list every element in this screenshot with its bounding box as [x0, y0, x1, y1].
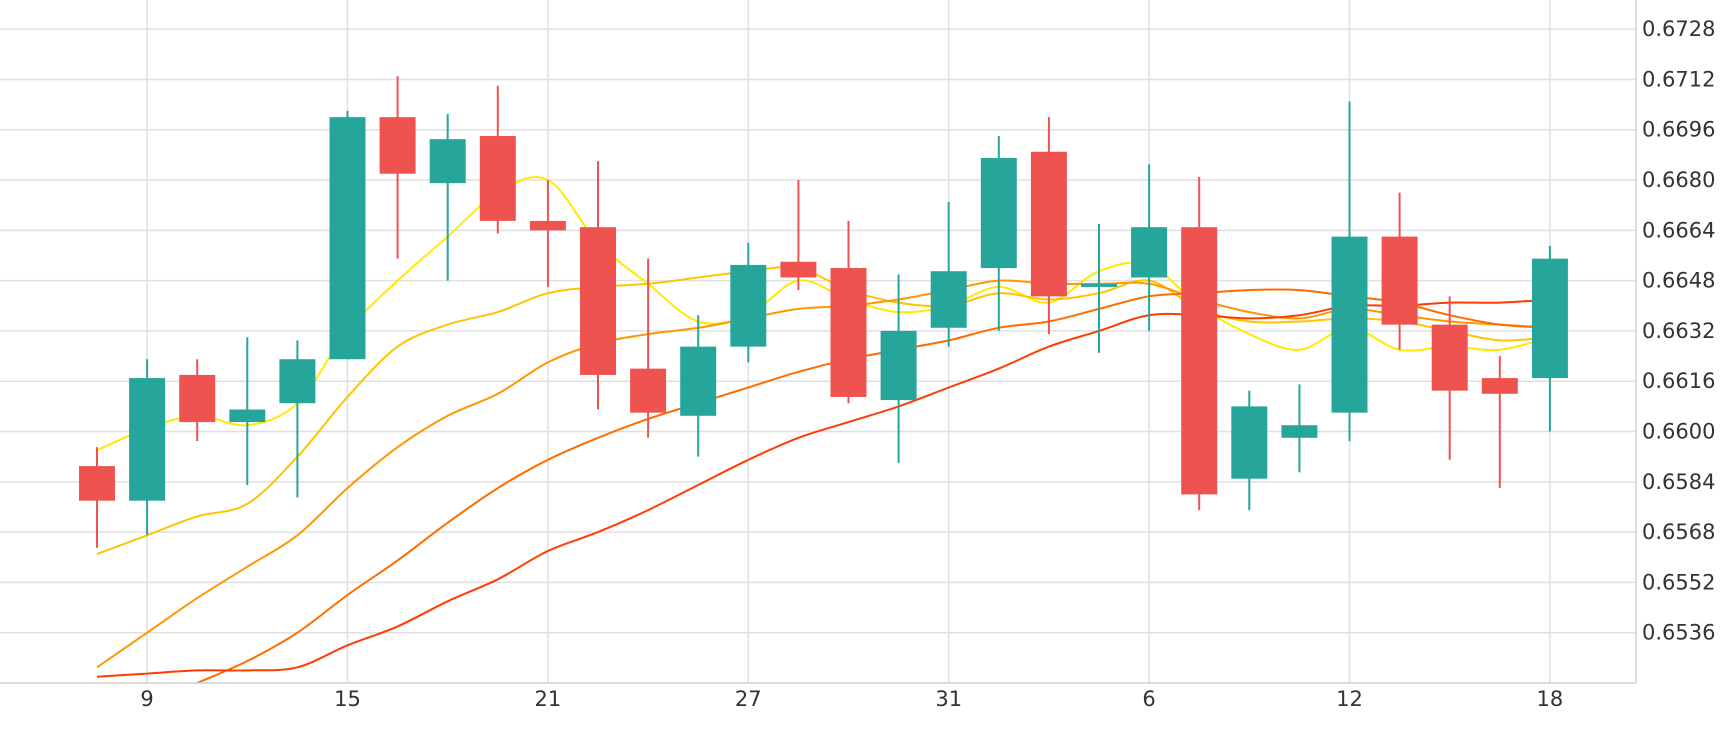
- candle: [880, 274, 917, 463]
- candle-body: [79, 466, 115, 501]
- candle: [1431, 296, 1468, 460]
- y-tick-label: 0.6680: [1642, 168, 1715, 192]
- candle-body: [1131, 227, 1168, 278]
- y-tick-label: 0.6664: [1642, 218, 1715, 242]
- candle: [630, 258, 667, 438]
- candle: [429, 114, 466, 281]
- candle-body: [529, 220, 566, 231]
- candle-body: [229, 409, 266, 423]
- candle: [1331, 101, 1368, 441]
- y-tick-label: 0.6568: [1642, 520, 1715, 544]
- candle: [830, 220, 867, 404]
- candle-body: [980, 158, 1017, 269]
- candle-body: [1231, 406, 1268, 479]
- candle: [730, 242, 767, 363]
- grid-lines: [0, 0, 1636, 683]
- moving-average-line: [96, 298, 1550, 678]
- candle: [79, 447, 115, 548]
- candle: [1531, 246, 1568, 432]
- y-tick-label: 0.6648: [1642, 269, 1715, 293]
- candle-body: [1481, 378, 1518, 394]
- x-tick-label: 9: [140, 687, 153, 711]
- candle-body: [1081, 283, 1117, 287]
- candle: [1081, 224, 1117, 353]
- candle-body: [1381, 236, 1418, 325]
- candle: [229, 337, 266, 485]
- candle: [529, 180, 566, 287]
- candle-body: [1030, 151, 1067, 297]
- candle: [379, 76, 416, 259]
- moving-average-line: [96, 279, 1550, 669]
- y-tick-label: 0.6600: [1642, 420, 1715, 444]
- candle-body: [630, 368, 667, 413]
- candle: [1030, 117, 1067, 335]
- candle-body: [680, 346, 717, 416]
- candle: [1231, 390, 1268, 511]
- y-tick-label: 0.6712: [1642, 67, 1715, 91]
- candle-body: [830, 268, 867, 397]
- candle-body: [129, 378, 166, 501]
- candle-body: [730, 264, 767, 347]
- candle-body: [329, 117, 366, 360]
- candle: [1381, 192, 1418, 350]
- candle: [930, 202, 967, 347]
- candle-body: [479, 136, 516, 221]
- candle: [179, 359, 216, 441]
- y-tick-label: 0.6632: [1642, 319, 1715, 343]
- x-tick-label: 27: [735, 687, 762, 711]
- x-tick-label: 21: [535, 687, 562, 711]
- candle-body: [179, 374, 216, 423]
- candle-body: [1431, 324, 1468, 391]
- candle: [1281, 384, 1318, 473]
- x-tick-label: 31: [935, 687, 962, 711]
- axes: 0.6728 0.6712 0.6696 0.6680 0.6664 0.6648 0.66…: [0, 0, 1715, 711]
- candle: [1481, 356, 1518, 489]
- x-tick-label: 15: [334, 687, 361, 711]
- candle: [329, 110, 366, 360]
- candle: [279, 340, 316, 498]
- candle-body: [880, 330, 917, 401]
- y-tick-label: 0.6536: [1642, 621, 1715, 645]
- candle: [680, 315, 717, 457]
- y-tick-label: 0.6696: [1642, 118, 1715, 142]
- x-tick-label: 12: [1336, 687, 1363, 711]
- candle: [129, 359, 166, 536]
- x-tick-label: 6: [1142, 687, 1155, 711]
- candle: [1181, 176, 1218, 511]
- y-tick-label: 0.6552: [1642, 570, 1715, 594]
- candle-body: [780, 261, 817, 278]
- candle: [980, 136, 1017, 331]
- candle-body: [429, 139, 466, 184]
- candle: [580, 161, 616, 410]
- moving-average-line: [196, 288, 1550, 684]
- candle-body: [1531, 258, 1568, 379]
- candle-body: [379, 117, 416, 174]
- candle-body: [1331, 236, 1368, 413]
- candle: [1131, 164, 1168, 331]
- y-tick-label: 0.6728: [1642, 17, 1715, 41]
- candle-body: [1281, 425, 1318, 438]
- candle-body: [279, 359, 316, 404]
- x-tick-label: 18: [1537, 687, 1564, 711]
- candle: [780, 180, 817, 291]
- y-tick-label: 0.6616: [1642, 369, 1715, 393]
- candle-body: [580, 227, 616, 375]
- y-tick-label: 0.6584: [1642, 470, 1715, 494]
- candle-body: [1181, 227, 1218, 495]
- candle-body: [930, 271, 967, 328]
- candles: [79, 76, 1568, 548]
- candle: [479, 85, 516, 234]
